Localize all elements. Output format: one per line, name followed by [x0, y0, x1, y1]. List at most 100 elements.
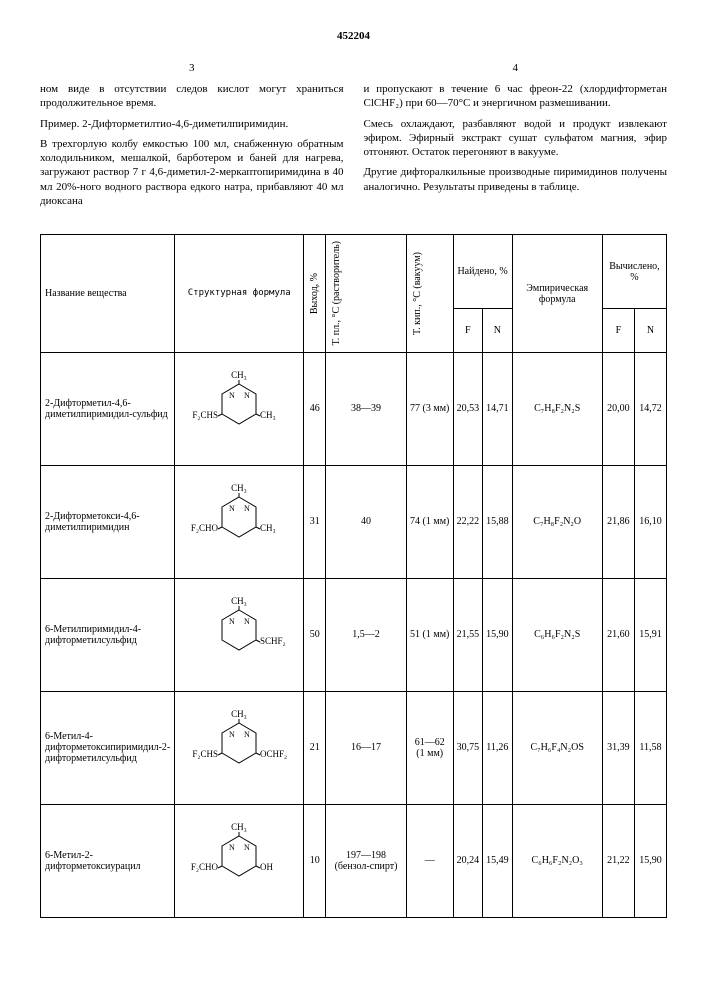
cell-struct: CH₃ CH₃ F₂CHO N N [175, 465, 304, 578]
svg-text:N: N [244, 391, 250, 400]
th-yield: Выход, % [304, 235, 326, 352]
svg-text:CH₃: CH₃ [231, 822, 247, 832]
cell-found-n: 11,26 [483, 691, 513, 804]
cell-formula: C₆H₆F₂N₂O₃ [512, 804, 602, 917]
th-calc-n: N [634, 309, 666, 353]
cell-formula: C₇H₈F₂N₂S [512, 352, 602, 465]
cell-found-n: 15,90 [483, 578, 513, 691]
svg-text:F₂CHO: F₂CHO [191, 523, 219, 533]
cell-found-f: 30,75 [453, 691, 483, 804]
svg-text:N: N [244, 843, 250, 852]
svg-text:CH₃: CH₃ [231, 709, 247, 719]
cell-mp: 197—198 (бензол-спирт) [326, 804, 407, 917]
cell-calc-n: 14,72 [634, 352, 666, 465]
cell-struct: CH₃ CH₃ F₂CHS N N [175, 352, 304, 465]
svg-text:CH₃: CH₃ [231, 483, 247, 493]
svg-text:N: N [229, 391, 235, 400]
cell-mp: 38—39 [326, 352, 407, 465]
cell-yield: 46 [304, 352, 326, 465]
para-r0: и пропускают в течение 6 час фреон-22 (х… [364, 82, 668, 111]
cell-bp: 61—62 (1 мм) [406, 691, 453, 804]
table-row: 6-Метил-4-дифторметоксипиримидил-2-дифто… [41, 691, 667, 804]
cell-struct: CH₃ OH F₂CHO N N [175, 804, 304, 917]
cell-found-n: 15,88 [483, 465, 513, 578]
para-l1: Пример. 2-Дифторметилтио-4,6-диметилпири… [40, 117, 344, 131]
cell-found-f: 22,22 [453, 465, 483, 578]
svg-text:N: N [229, 504, 235, 513]
col-num-left: 3 [40, 62, 344, 74]
table-row: 6-Метилпиримидил-4-дифторметилсульфид CH… [41, 578, 667, 691]
cell-calc-n: 11,58 [634, 691, 666, 804]
cell-found-f: 21,55 [453, 578, 483, 691]
cell-struct: CH₃ OCHF₂ F₂CHS N N [175, 691, 304, 804]
cell-found-f: 20,53 [453, 352, 483, 465]
svg-text:CH₃: CH₃ [260, 410, 276, 420]
svg-text:N: N [229, 617, 235, 626]
th-calc-f: F [602, 309, 634, 353]
th-found: Найдено, % [453, 235, 512, 309]
cell-bp: — [406, 804, 453, 917]
th-bp: Т. кип., °C (вакуум) [406, 235, 453, 352]
cell-formula: C₇H₈F₂N₂O [512, 465, 602, 578]
cell-name: 6-Метил-2-дифторметоксиурацил [41, 804, 175, 917]
para-l2: В трехгорлую колбу емкостью 100 мл, снаб… [40, 137, 344, 208]
svg-text:CH₃: CH₃ [231, 596, 247, 606]
col-num-right: 4 [364, 62, 668, 74]
cell-formula: C₇H₆F₄N₂OS [512, 691, 602, 804]
cell-calc-f: 21,86 [602, 465, 634, 578]
svg-text:F₂CHS: F₂CHS [193, 410, 219, 420]
svg-text:N: N [244, 730, 250, 739]
svg-text:OCHF₂: OCHF₂ [260, 749, 287, 759]
cell-formula: C₆H₆F₂N₂S [512, 578, 602, 691]
cell-calc-f: 20,00 [602, 352, 634, 465]
th-mp: Т. пл., °C (растворитель) [326, 235, 407, 352]
cell-name: 6-Метилпиримидил-4-дифторметилсульфид [41, 578, 175, 691]
svg-text:SCHF₂: SCHF₂ [260, 636, 286, 646]
th-calc: Вычислено, % [602, 235, 666, 309]
cell-mp: 16—17 [326, 691, 407, 804]
table-row: 2-Дифторметил-4,6-диметилпиримидил-сульф… [41, 352, 667, 465]
left-column: 3 ном виде в отсутствии следов кислот мо… [40, 62, 344, 214]
cell-calc-f: 21,22 [602, 804, 634, 917]
cell-found-f: 20,24 [453, 804, 483, 917]
cell-name: 6-Метил-4-дифторметоксипиримидил-2-дифто… [41, 691, 175, 804]
table-row: 2-Дифторметокси-4,6-диметилпиримидин CH₃… [41, 465, 667, 578]
svg-text:N: N [229, 843, 235, 852]
cell-calc-n: 15,90 [634, 804, 666, 917]
cell-found-n: 15,49 [483, 804, 513, 917]
cell-struct: CH₃ SCHF₂ N N [175, 578, 304, 691]
cell-bp: 77 (3 мм) [406, 352, 453, 465]
cell-yield: 21 [304, 691, 326, 804]
cell-yield: 10 [304, 804, 326, 917]
table-row: 6-Метил-2-дифторметоксиурацил CH₃ OH F₂C… [41, 804, 667, 917]
svg-text:N: N [229, 730, 235, 739]
svg-text:N: N [244, 504, 250, 513]
cell-mp: 1,5—2 [326, 578, 407, 691]
doc-number: 452204 [40, 30, 667, 42]
svg-text:CH₃: CH₃ [231, 370, 247, 380]
th-name: Название вещества [41, 235, 175, 352]
svg-text:OH: OH [260, 862, 273, 872]
cell-yield: 31 [304, 465, 326, 578]
cell-bp: 51 (1 мм) [406, 578, 453, 691]
para-r2: Другие дифторалкильные производные пирим… [364, 165, 668, 194]
th-found-n: N [483, 309, 513, 353]
text-columns: 3 ном виде в отсутствии следов кислот мо… [40, 62, 667, 214]
cell-calc-n: 15,91 [634, 578, 666, 691]
right-column: 4 и пропускают в течение 6 час фреон-22 … [364, 62, 668, 214]
cell-calc-n: 16,10 [634, 465, 666, 578]
cell-calc-f: 21,60 [602, 578, 634, 691]
cell-yield: 50 [304, 578, 326, 691]
cell-name: 2-Дифторметокси-4,6-диметилпиримидин [41, 465, 175, 578]
cell-calc-f: 31,39 [602, 691, 634, 804]
svg-text:N: N [244, 617, 250, 626]
th-formula: Эмпирическая формула [512, 235, 602, 352]
svg-text:F₂CHS: F₂CHS [193, 749, 219, 759]
cell-found-n: 14,71 [483, 352, 513, 465]
cell-name: 2-Дифторметил-4,6-диметилпиримидил-сульф… [41, 352, 175, 465]
data-table: Название вещества Структурная формула Вы… [40, 234, 667, 917]
para-r1: Смесь охлаждают, разбавляют водой и прод… [364, 117, 668, 160]
para-l0: ном виде в отсутствии следов кислот могу… [40, 82, 344, 111]
cell-bp: 74 (1 мм) [406, 465, 453, 578]
svg-text:F₂CHO: F₂CHO [191, 862, 219, 872]
